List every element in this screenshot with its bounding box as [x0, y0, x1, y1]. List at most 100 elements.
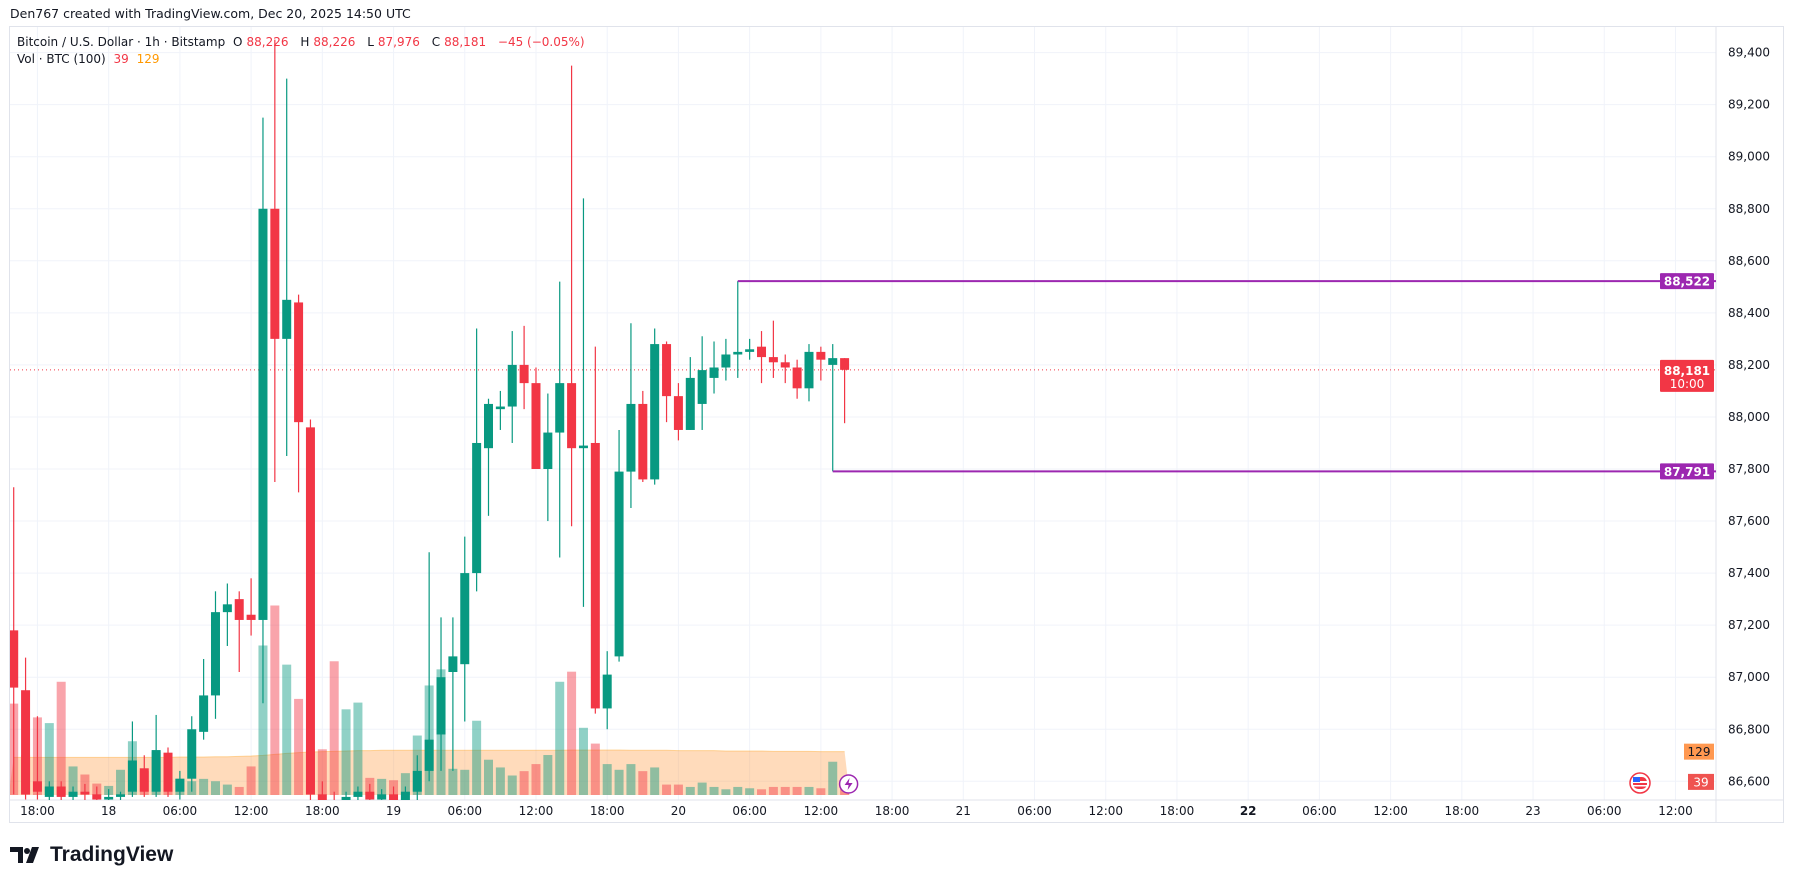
candle-body	[56, 786, 66, 797]
candle-body	[484, 403, 493, 449]
candle-body	[733, 351, 743, 355]
chart-frame	[9, 26, 1784, 823]
volume-bar	[294, 698, 304, 795]
candle-body	[816, 351, 826, 360]
volume-bar	[329, 661, 339, 795]
volume-bar	[270, 605, 280, 795]
candle-body	[472, 442, 482, 574]
volume-bar	[816, 788, 826, 795]
candle-body	[199, 695, 209, 732]
candle-body	[294, 302, 304, 423]
x-tick-label: 19	[386, 804, 401, 818]
x-tick-label: 12:00	[1088, 804, 1123, 818]
volume-bar	[757, 789, 767, 795]
candle-body	[116, 794, 126, 797]
candle-body	[662, 344, 672, 397]
volume-bar	[507, 775, 517, 795]
candle-body	[151, 750, 161, 792]
level-price-label-box	[1660, 463, 1714, 480]
x-tick-label: 18	[101, 804, 116, 818]
volume-bar	[495, 767, 505, 795]
symbol-title[interactable]: Bitcoin / U.S. Dollar · 1h · Bitstamp	[17, 35, 226, 49]
y-tick-label: 87,600	[1728, 514, 1770, 528]
candle-body	[270, 208, 280, 339]
volume-bar	[234, 786, 244, 795]
symbol-legend-row: Bitcoin / U.S. Dollar · 1h · Bitstamp O 8…	[17, 34, 589, 51]
x-tick-label: 06:00	[1302, 804, 1337, 818]
plot-area[interactable]	[9, 39, 1716, 816]
volume-bar	[578, 727, 588, 795]
candle-body	[626, 403, 636, 472]
candle-body	[614, 471, 624, 657]
candle-body	[412, 770, 422, 792]
x-tick-label: 20	[671, 804, 686, 818]
volume-title[interactable]: Vol · BTC (100)	[17, 52, 106, 66]
y-tick-label: 86,800	[1728, 722, 1770, 736]
candle-body	[519, 364, 529, 384]
volume-bar	[377, 778, 387, 795]
y-tick-label: 87,800	[1728, 462, 1770, 476]
last-price-label: 88,181	[1664, 364, 1710, 378]
candle-body	[68, 791, 78, 797]
volume-bar	[472, 720, 482, 795]
volume-bar	[543, 755, 553, 795]
candle-body	[210, 612, 220, 696]
level-price-label: 87,791	[1664, 465, 1710, 479]
y-tick-label: 89,000	[1728, 150, 1770, 164]
volume-bar	[733, 786, 743, 795]
y-tick-label: 88,600	[1728, 254, 1770, 268]
candle-body	[745, 349, 755, 352]
x-tick-label: 06:00	[447, 804, 482, 818]
change-value: −45 (−0.05%)	[497, 35, 585, 49]
candle-body	[377, 794, 387, 800]
level-price-label: 88,522	[1664, 275, 1710, 289]
candle-body	[673, 396, 683, 430]
last-price-label-box	[1660, 359, 1714, 392]
volume-bar	[828, 761, 838, 795]
close-label: C	[431, 35, 441, 49]
candle-body	[222, 604, 232, 613]
us-flag-stripe	[1633, 785, 1647, 787]
candle-body	[163, 752, 173, 792]
y-tick-label: 87,400	[1728, 566, 1770, 580]
candle-body	[721, 354, 731, 368]
candle-body	[757, 346, 767, 358]
volume-bar	[602, 764, 612, 795]
volume-value: 39	[113, 52, 129, 66]
chart-credit: Den767 created with TradingView.com, Dec…	[10, 6, 411, 21]
candle-body	[768, 357, 778, 363]
volume-bar	[697, 782, 707, 795]
candle-body	[840, 358, 850, 370]
candle-body	[353, 791, 363, 797]
low-label: L	[367, 35, 374, 49]
volume-bar	[626, 764, 636, 795]
open-label: O	[233, 35, 243, 49]
candle-body	[531, 383, 541, 469]
candle-body	[543, 432, 553, 469]
volume-bar	[709, 786, 719, 795]
y-tick-label: 89,400	[1728, 46, 1770, 60]
candle-body	[258, 208, 268, 620]
volume-bar	[685, 786, 695, 795]
candle-body	[175, 778, 185, 792]
candle-body	[507, 364, 517, 407]
volume-bar	[531, 764, 541, 795]
volume-bar	[448, 768, 458, 795]
x-tick-label: 18:00	[590, 804, 625, 818]
tradingview-logo-icon	[10, 847, 39, 863]
x-tick-label: 06:00	[163, 804, 198, 818]
volume-bar	[484, 759, 493, 795]
tradingview-logo[interactable]: TradingView	[10, 843, 173, 867]
candle-body	[804, 351, 814, 389]
volume-bar	[567, 671, 577, 795]
x-tick-label: 06:00	[1017, 804, 1052, 818]
volume-bar	[56, 681, 66, 795]
x-tick-label: 12:00	[1373, 804, 1408, 818]
volume-ma-value: 129	[136, 52, 160, 66]
volume-bar	[673, 784, 683, 795]
candle-body	[127, 760, 137, 792]
volume-bar	[792, 786, 802, 795]
low-value: 87,976	[377, 35, 420, 49]
candle-body	[139, 768, 149, 792]
